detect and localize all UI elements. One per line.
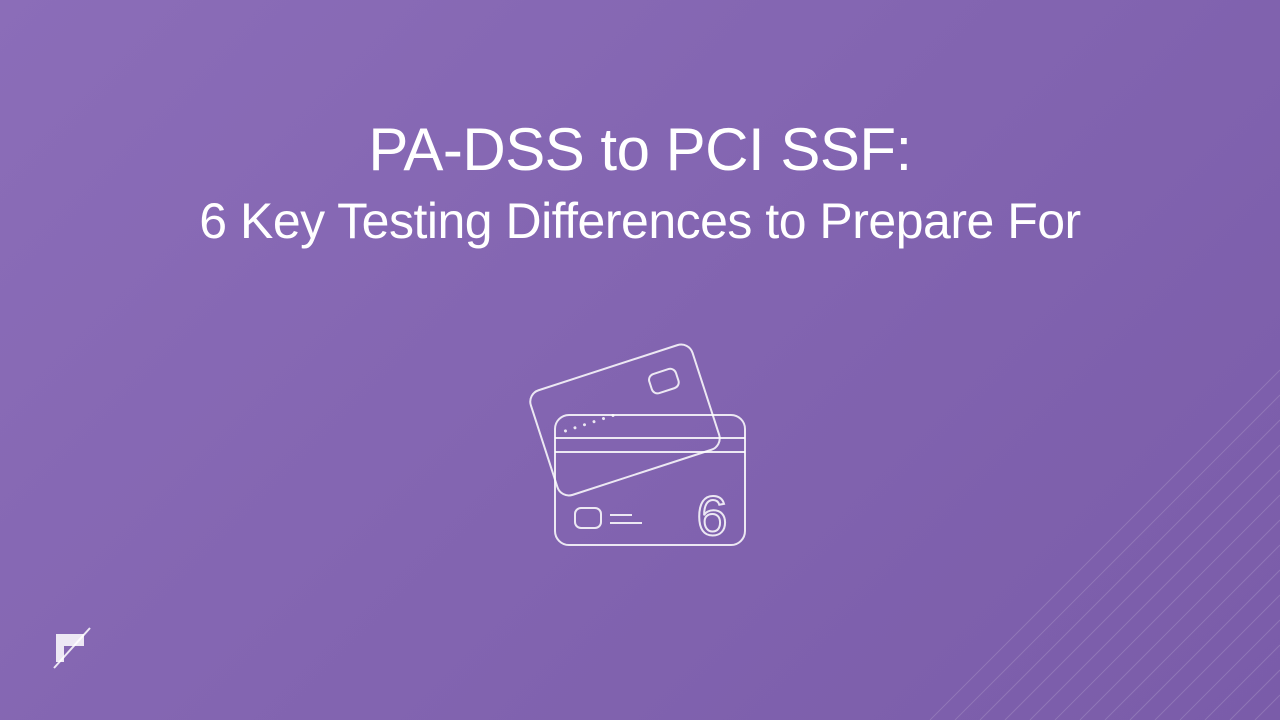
main-content: PA-DSS to PCI SSF: 6 Key Testing Differe… xyxy=(0,0,1280,720)
page-subtitle: 6 Key Testing Differences to Prepare For xyxy=(199,192,1080,250)
schellman-logo-icon xyxy=(48,624,96,672)
credit-cards-icon: 6 xyxy=(470,340,810,580)
page-title: PA-DSS to PCI SSF: xyxy=(368,115,911,184)
card-number: 6 xyxy=(696,484,727,547)
